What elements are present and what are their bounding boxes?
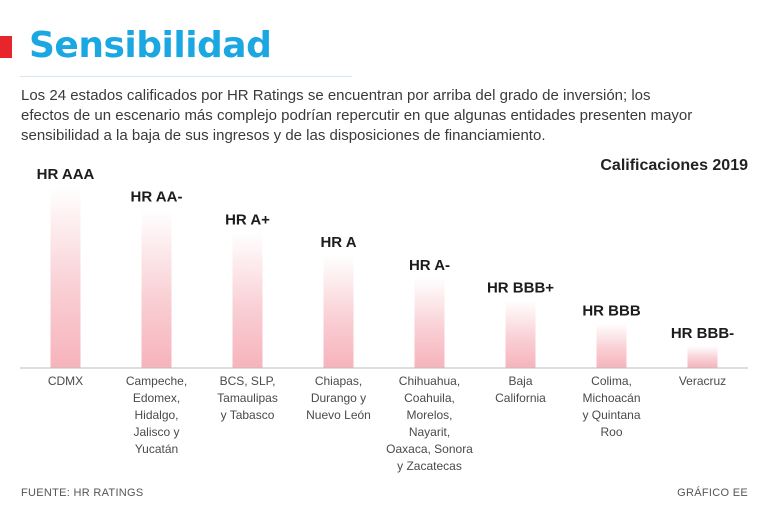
category-label-line: y Tabasco <box>221 408 275 422</box>
rating-label: HR A+ <box>225 211 270 228</box>
category-label-line: Edomex, <box>133 391 180 405</box>
category-label: Baja California <box>495 374 546 405</box>
category-label-line: Jalisco y <box>133 425 179 439</box>
subtitle-line: efectos de un escenario más complejo pod… <box>21 107 693 124</box>
title-accent-bar <box>0 36 12 58</box>
category-label: Campeche, Edomex, Hidalgo, Jalisco y Yucatán <box>126 374 187 456</box>
rating-label: HR AA- <box>131 189 183 206</box>
category-label-line: Roo <box>600 425 622 439</box>
category-label-line: California <box>495 391 546 405</box>
category-label-line: Campeche, <box>126 374 187 388</box>
bars-group <box>50 187 718 368</box>
category-label-line: Nuevo León <box>306 408 371 422</box>
category-label-line: Hidalgo, <box>134 408 178 422</box>
bar <box>414 277 445 368</box>
rating-label: HR BBB- <box>671 325 734 342</box>
rating-label: HR A- <box>409 257 450 274</box>
bar <box>687 346 718 368</box>
category-label-line: Baja <box>508 374 532 388</box>
category-label-line: Durango y <box>311 391 366 405</box>
subtitle-line: Los 24 estados calificados por HR Rating… <box>21 87 651 104</box>
category-label-line: Veracruz <box>679 374 726 388</box>
chart-title: Calificaciones 2019 <box>600 157 748 174</box>
bar <box>596 323 627 368</box>
page-title: Sensibilidad <box>29 25 272 66</box>
category-label: Chiapas, Durango y Nuevo León <box>306 374 371 422</box>
category-label: BCS, SLP, Tamaulipas y Tabasco <box>217 374 278 422</box>
category-label-line: y Quintana <box>582 408 640 422</box>
rating-label: HR BBB <box>582 302 640 319</box>
rating-label: HR AAA <box>37 166 95 183</box>
title-divider <box>20 76 352 77</box>
category-label-line: y Zacatecas <box>397 459 462 473</box>
category-label-line: Oaxaca, Sonora <box>386 442 473 456</box>
rating-label: HR A <box>320 234 356 251</box>
category-label-line: Michoacán <box>582 391 640 405</box>
category-label-line: Yucatán <box>135 442 178 456</box>
category-label-line: Coahuila, <box>404 391 455 405</box>
graphic-credit: GRÁFICO EE <box>677 487 748 499</box>
category-label-line: Colima, <box>591 374 632 388</box>
category-label-line: Chihuahua, <box>399 374 460 388</box>
subtitle: Los 24 estados calificados por HR Rating… <box>21 86 756 146</box>
category-label: Veracruz <box>679 374 726 388</box>
category-label-line: Nayarit, <box>409 425 450 439</box>
category-label-line: CDMX <box>48 374 83 388</box>
category-label-line: BCS, SLP, <box>220 374 276 388</box>
category-label: Chihuahua, Coahuila, Morelos, Nayarit, Oaxac… <box>386 374 473 473</box>
category-label-line: Tamaulipas <box>217 391 278 405</box>
subtitle-line: sensibilidad a la baja de sus ingresos y… <box>21 127 546 144</box>
category-label-line: Chiapas, <box>315 374 362 388</box>
bar <box>323 255 354 368</box>
bar <box>50 187 81 368</box>
bar <box>141 209 172 368</box>
bar <box>505 300 536 368</box>
source-note: FUENTE: HR RATINGS <box>21 487 144 499</box>
category-label: CDMX <box>48 374 83 388</box>
rating-label: HR BBB+ <box>487 280 554 297</box>
labels-group: HR AAA CDMX HR AA- Campeche, Edomex, Hidalgo,… <box>37 166 735 473</box>
bar <box>232 232 263 368</box>
category-label-line: Morelos, <box>406 408 452 422</box>
category-label: Colima, Michoacán y Quintana Roo <box>582 374 640 439</box>
